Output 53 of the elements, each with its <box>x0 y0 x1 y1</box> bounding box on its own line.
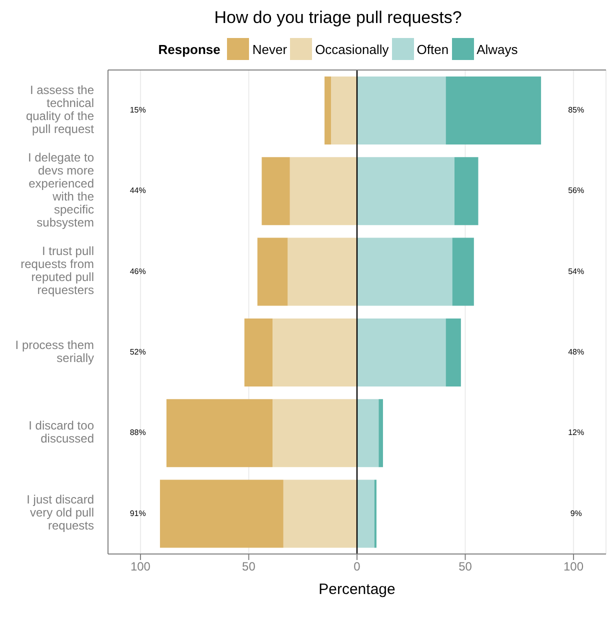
bar <box>357 238 452 306</box>
bar <box>357 76 446 144</box>
text: 56% <box>568 186 584 196</box>
y-tick-label: I just discard very old pull requests <box>26 492 94 533</box>
legend-label: Occasionally <box>315 42 389 56</box>
x-tick-label: 100 <box>130 560 151 574</box>
bar <box>257 238 288 306</box>
bar <box>357 399 379 468</box>
legend-title: Response <box>158 42 220 56</box>
bar <box>290 157 357 226</box>
bar <box>272 399 357 468</box>
text: 54% <box>568 266 584 276</box>
y-tick-label: I trust pull requests from reputed pull requesters <box>20 244 94 298</box>
text: 85% <box>568 106 584 115</box>
x-axis-title: Percentage <box>318 581 396 598</box>
y-tick-label: I delegate to devs more experienced with the specific subsystem <box>28 150 94 230</box>
text: 15% <box>130 106 146 115</box>
bar <box>378 399 383 468</box>
x-tick-label: 50 <box>242 560 256 574</box>
x-tick-label: 100 <box>564 560 584 574</box>
text: 44% <box>130 186 146 196</box>
bar <box>357 480 374 548</box>
bar <box>283 480 357 548</box>
bar <box>288 238 357 306</box>
legend-label: Often <box>416 42 449 56</box>
bar <box>357 157 454 226</box>
text: 46% <box>130 266 146 276</box>
bar <box>331 76 357 144</box>
bar <box>324 76 332 144</box>
chart-title: How do you triage pull requests? <box>213 8 463 28</box>
bar <box>262 157 290 226</box>
text: 48% <box>568 348 584 357</box>
bar <box>446 76 542 144</box>
text: 52% <box>130 348 146 357</box>
x-tick-label: 50 <box>458 560 472 574</box>
legend-label: Always <box>476 42 518 56</box>
bar <box>160 480 284 548</box>
y-tick-label: I process them serially <box>15 338 94 366</box>
y-tick-label: I discard too discussed <box>28 418 94 446</box>
text: 9% <box>570 508 582 518</box>
bar <box>446 318 461 386</box>
bar <box>166 399 273 468</box>
y-tick-label: I assess the technical quality of the pull request <box>26 83 95 136</box>
text: 88% <box>130 428 146 438</box>
bar <box>454 157 478 226</box>
bar <box>244 318 273 386</box>
text: 91% <box>130 508 146 518</box>
bar <box>452 238 474 306</box>
bar <box>357 318 446 386</box>
x-tick-label: 0 <box>354 560 361 574</box>
text: 12% <box>568 428 584 438</box>
bar <box>272 318 357 386</box>
legend-label: Never <box>252 42 288 56</box>
